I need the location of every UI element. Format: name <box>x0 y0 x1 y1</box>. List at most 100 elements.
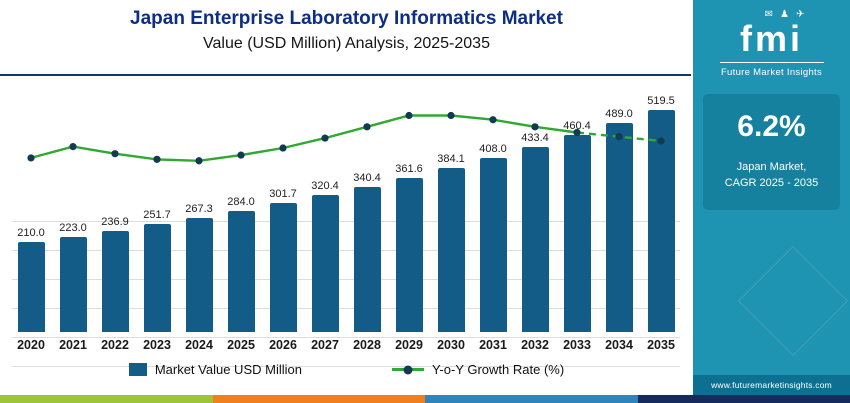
bottom-bar-segment-3 <box>425 395 638 403</box>
bar-value-label: 301.7 <box>269 188 297 201</box>
bar-value-label: 223.0 <box>59 221 87 234</box>
bar-group-2033: 460.4 <box>556 92 598 332</box>
bottom-bar-segment-2 <box>212 395 425 403</box>
cagr-panel: 6.2% Japan Market, CAGR 2025 - 2035 <box>703 94 840 210</box>
bottom-bar-segment-1 <box>0 395 213 403</box>
bar-2033 <box>563 135 591 332</box>
gridline <box>12 308 680 309</box>
bar-2032 <box>521 146 549 332</box>
bar-value-label: 433.4 <box>521 131 549 144</box>
bar-group-2028: 340.4 <box>346 92 388 332</box>
bar-group-2032: 433.4 <box>514 92 556 332</box>
gridline <box>12 366 680 367</box>
bar-group-2035: 519.5 <box>640 92 682 332</box>
x-label-2027: 2027 <box>311 338 339 352</box>
bar-value-label: 519.5 <box>647 95 675 107</box>
page-title: Japan Enterprise Laboratory Informatics … <box>130 8 563 29</box>
bar-value-label: 460.4 <box>563 120 591 133</box>
website-url: www.futuremarketinsights.com <box>711 380 832 390</box>
bar-group-2029: 361.6 <box>388 92 430 332</box>
bar-value-label: 320.4 <box>311 180 339 193</box>
bar-2034 <box>605 123 633 332</box>
bar-2028 <box>353 186 381 332</box>
x-axis-labels: 2020 2021 2022 2023 2024 2025 2026 2027 2028 2029… <box>10 338 682 352</box>
legend: Market Value USD Million Y-o-Y Growth Ra… <box>0 362 693 377</box>
x-label-2029: 2029 <box>395 338 423 352</box>
line-dot-icon <box>403 365 413 374</box>
x-label-2021: 2021 <box>59 338 87 352</box>
bar-series: 210.0 223.0 236.9 251.7 267.3 284.0 301.7 320.4… <box>10 92 682 332</box>
cagr-label-line2: CAGR 2025 - 2035 <box>724 176 819 189</box>
x-label-2023: 2023 <box>143 338 171 352</box>
legend-bar-label: Market Value USD Million <box>154 362 302 377</box>
x-label-2032: 2032 <box>521 338 549 352</box>
chart-region: Japan Enterprise Laboratory Informatics … <box>0 8 693 396</box>
x-label-2031: 2031 <box>479 338 507 352</box>
bar-value-label: 384.1 <box>437 152 465 165</box>
bar-2029 <box>395 177 423 332</box>
bar-group-2027: 320.4 <box>304 92 346 332</box>
bar-2023 <box>143 224 171 332</box>
titles: Japan Enterprise Laboratory Informatics … <box>0 8 693 53</box>
logo-icons: ✉ ♟ ✈ <box>719 10 850 20</box>
bar-value-label: 210.0 <box>17 227 45 240</box>
cagr-label: Japan Market, CAGR 2025 - 2035 <box>709 160 834 192</box>
bar-2024 <box>185 217 213 332</box>
bar-value-label: 408.0 <box>479 142 507 155</box>
bar-swatch-icon <box>128 363 147 376</box>
bar-group-2034: 489.0 <box>598 92 640 332</box>
legend-line-label: Y-o-Y Growth Rate (%) <box>431 362 565 377</box>
sidebar-footer: www.futuremarketinsights.com <box>693 375 850 395</box>
x-label-2024: 2024 <box>185 338 213 352</box>
bar-value-label: 267.3 <box>185 202 213 215</box>
x-label-2030: 2030 <box>437 338 465 352</box>
bar-group-2025: 284.0 <box>220 92 262 332</box>
gridline <box>12 337 680 338</box>
cagr-label-line1: Japan Market, <box>736 161 807 173</box>
page-subtitle: Value (USD Million) Analysis, 2025-2035 <box>203 35 490 52</box>
bar-value-label: 236.9 <box>101 215 129 228</box>
x-label-2022: 2022 <box>101 338 129 352</box>
bar-group-2020: 210.0 <box>10 92 52 332</box>
gridline <box>12 221 680 222</box>
bar-2021 <box>59 236 87 332</box>
bar-group-2022: 236.9 <box>94 92 136 332</box>
bar-2035 <box>647 110 675 332</box>
brand-sidebar: ✉ ♟ ✈ fmi Future Market Insights 6.2% Ja… <box>693 0 850 395</box>
envelope-icon: ✉ <box>764 9 774 20</box>
bar-value-label: 340.4 <box>353 171 381 184</box>
x-label-2028: 2028 <box>353 338 381 352</box>
bar-2031 <box>479 157 507 332</box>
bar-2022 <box>101 230 129 332</box>
logo-wordmark: fmi <box>740 18 803 59</box>
bar-group-2026: 301.7 <box>262 92 304 332</box>
x-label-2026: 2026 <box>269 338 297 352</box>
plane-icon: ✈ <box>795 9 805 20</box>
plot-area: 210.0 223.0 236.9 251.7 267.3 284.0 301.7 320.4… <box>10 92 682 396</box>
x-label-2035: 2035 <box>647 338 675 352</box>
x-label-2020: 2020 <box>17 338 45 352</box>
bar-group-2030: 384.1 <box>430 92 472 332</box>
bar-value-label: 489.0 <box>605 108 633 120</box>
bottom-color-bar <box>0 395 850 403</box>
decorative-diamond <box>737 245 849 357</box>
bar-value-label: 251.7 <box>143 209 171 222</box>
fmi-logo: ✉ ♟ ✈ fmi Future Market Insights <box>693 10 850 78</box>
person-icon: ♟ <box>780 9 789 20</box>
bar-value-label: 284.0 <box>227 195 255 208</box>
bar-group-2023: 251.7 <box>136 92 178 332</box>
title-divider <box>0 74 691 76</box>
bar-2030 <box>437 167 465 332</box>
gridline <box>12 279 680 280</box>
x-label-2025: 2025 <box>227 338 255 352</box>
line-swatch-icon <box>391 365 424 374</box>
legend-item-market-value: Market Value USD Million <box>128 362 302 377</box>
logo-divider <box>719 62 824 63</box>
cagr-value: 6.2% <box>737 110 806 143</box>
x-label-2033: 2033 <box>563 338 591 352</box>
bottom-bar-segment-4 <box>637 395 850 403</box>
bar-group-2021: 223.0 <box>52 92 94 332</box>
bar-2020 <box>17 242 45 332</box>
gridline <box>12 250 680 251</box>
